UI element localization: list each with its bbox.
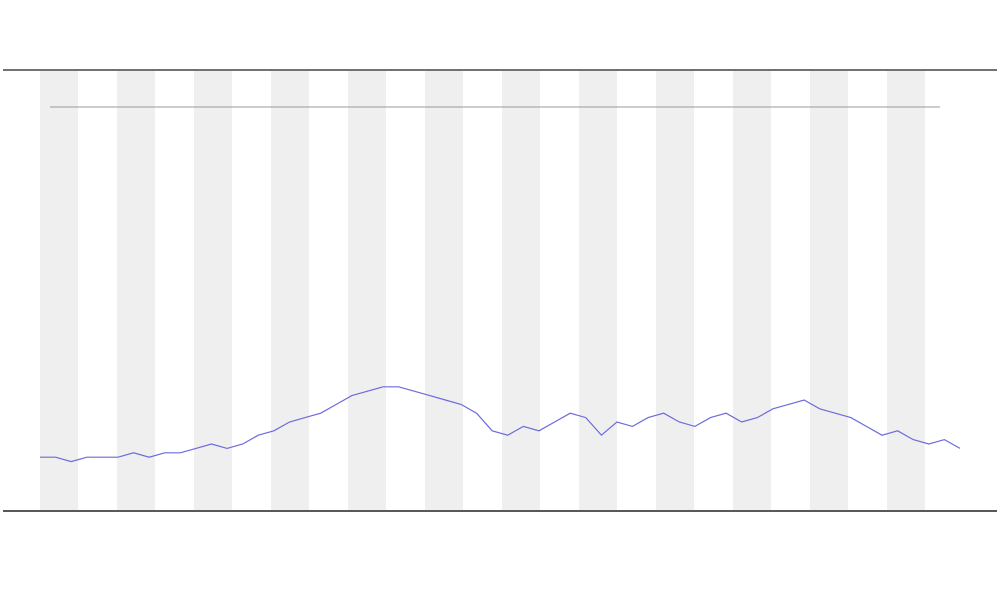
series-line xyxy=(40,386,961,463)
band xyxy=(425,71,463,510)
band xyxy=(887,71,925,510)
band xyxy=(271,71,309,510)
band xyxy=(117,71,155,510)
band xyxy=(656,71,694,510)
band xyxy=(810,71,848,510)
band xyxy=(502,71,540,510)
band xyxy=(579,71,617,510)
shaded-bands xyxy=(40,71,925,510)
band xyxy=(733,71,771,510)
band xyxy=(348,71,386,510)
band xyxy=(194,71,232,510)
band xyxy=(40,71,78,510)
